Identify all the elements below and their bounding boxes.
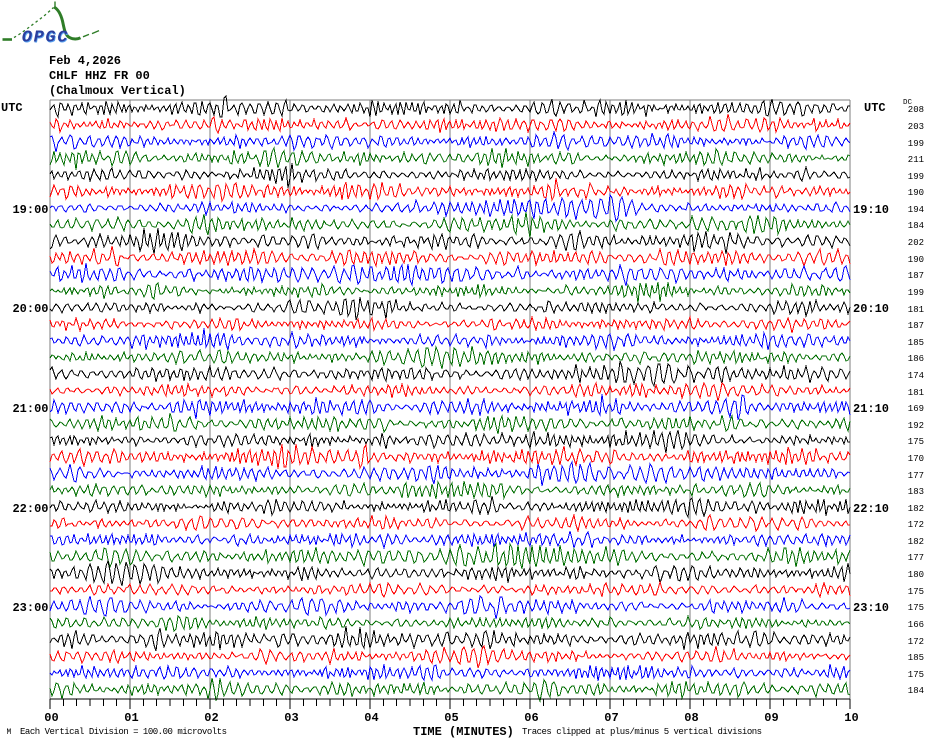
svg-text:187: 187 — [908, 271, 924, 281]
svg-text:21:00: 21:00 — [12, 402, 48, 416]
svg-text:186: 186 — [908, 354, 924, 364]
svg-text:22:00: 22:00 — [12, 502, 48, 516]
svg-text:07: 07 — [604, 711, 618, 725]
svg-text:177: 177 — [908, 553, 924, 563]
svg-text:UTC: UTC — [864, 101, 886, 115]
svg-text:01: 01 — [124, 711, 138, 725]
svg-text:190: 190 — [908, 188, 924, 198]
svg-text:22:10: 22:10 — [853, 502, 889, 516]
svg-text:CHLF HHZ FR 00: CHLF HHZ FR 00 — [49, 69, 150, 83]
svg-text:174: 174 — [908, 371, 924, 381]
svg-text:175: 175 — [908, 670, 924, 680]
svg-text:169: 169 — [908, 404, 924, 414]
svg-text:(Chalmoux Vertical): (Chalmoux Vertical) — [49, 84, 186, 98]
svg-text:202: 202 — [908, 238, 924, 248]
svg-text:172: 172 — [908, 520, 924, 530]
svg-text:211: 211 — [908, 155, 924, 165]
svg-text:182: 182 — [908, 504, 924, 514]
svg-text:02: 02 — [204, 711, 218, 725]
svg-text:177: 177 — [908, 471, 924, 481]
svg-text:23:00: 23:00 — [12, 601, 48, 615]
svg-text:09: 09 — [764, 711, 778, 725]
svg-text:TIME (MINUTES): TIME (MINUTES) — [413, 725, 514, 739]
svg-text:172: 172 — [908, 637, 924, 647]
svg-text:194: 194 — [908, 205, 924, 215]
svg-text:199: 199 — [908, 139, 924, 149]
svg-text:175: 175 — [908, 437, 924, 447]
svg-text:192: 192 — [908, 421, 924, 431]
svg-text:187: 187 — [908, 321, 924, 331]
svg-text:181: 181 — [908, 388, 924, 398]
svg-text:183: 183 — [908, 487, 924, 497]
svg-text:06: 06 — [524, 711, 538, 725]
svg-text:DC: DC — [903, 99, 913, 107]
svg-text:199: 199 — [908, 172, 924, 182]
svg-text:Each Vertical Division = 100.: Each Vertical Division = 100.00 microvol… — [20, 727, 227, 737]
svg-text:Feb 4,2026: Feb 4,2026 — [49, 54, 121, 68]
svg-text:184: 184 — [908, 221, 924, 231]
svg-text:03: 03 — [284, 711, 298, 725]
svg-text:08: 08 — [684, 711, 698, 725]
svg-text:00: 00 — [44, 711, 58, 725]
svg-text:19:10: 19:10 — [853, 203, 889, 217]
svg-text:175: 175 — [908, 603, 924, 613]
svg-text:190: 190 — [908, 255, 924, 265]
svg-text:181: 181 — [908, 305, 924, 315]
svg-text:184: 184 — [908, 686, 924, 696]
svg-text:19:00: 19:00 — [12, 203, 48, 217]
svg-text:182: 182 — [908, 537, 924, 547]
svg-text:Traces clipped at plus/minus 5: Traces clipped at plus/minus 5 vertical … — [522, 727, 762, 737]
svg-text:23:10: 23:10 — [853, 601, 889, 615]
svg-text:21:10: 21:10 — [853, 402, 889, 416]
svg-text:05: 05 — [444, 711, 458, 725]
svg-text:185: 185 — [908, 338, 924, 348]
svg-text:203: 203 — [908, 122, 924, 132]
svg-text:M: M — [7, 728, 12, 737]
svg-text:185: 185 — [908, 653, 924, 663]
svg-text:199: 199 — [908, 288, 924, 298]
svg-text:UTC: UTC — [1, 101, 23, 115]
svg-text:166: 166 — [908, 620, 924, 630]
svg-text:OPGC: OPGC — [22, 29, 69, 48]
svg-text:175: 175 — [908, 587, 924, 597]
svg-text:OPGC: OPGC — [23, 30, 70, 49]
svg-text:04: 04 — [364, 711, 378, 725]
svg-text:208: 208 — [908, 105, 924, 115]
svg-text:10: 10 — [844, 711, 858, 725]
svg-text:180: 180 — [908, 570, 924, 580]
svg-text:20:10: 20:10 — [853, 302, 889, 316]
svg-text:20:00: 20:00 — [12, 302, 48, 316]
svg-text:170: 170 — [908, 454, 924, 464]
